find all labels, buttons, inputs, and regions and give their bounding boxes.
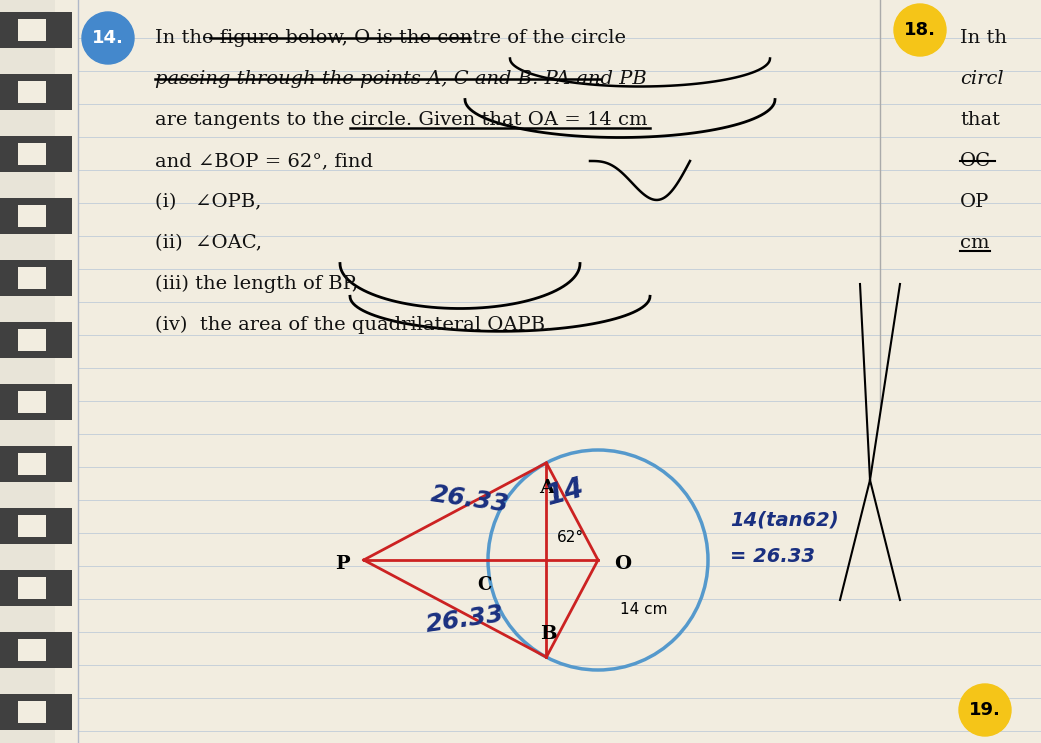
Bar: [18, 329, 46, 351]
Bar: [0, 694, 72, 730]
Text: P: P: [335, 555, 350, 573]
Bar: [0, 198, 72, 234]
Circle shape: [82, 12, 134, 64]
Bar: [0, 322, 72, 358]
Bar: [0, 74, 72, 110]
Text: A: A: [539, 479, 554, 497]
Text: O: O: [614, 555, 631, 573]
Bar: [18, 453, 46, 475]
Text: 26.33: 26.33: [425, 603, 506, 637]
Text: (iv)  the area of the quadrilateral OAPB.: (iv) the area of the quadrilateral OAPB.: [155, 316, 552, 334]
Bar: [18, 143, 46, 165]
Circle shape: [959, 684, 1011, 736]
Text: (i)   ∠OPB,: (i) ∠OPB,: [155, 193, 261, 211]
Text: 14: 14: [542, 473, 587, 510]
Text: In th: In th: [960, 29, 1007, 47]
Text: (ii)  ∠OAC,: (ii) ∠OAC,: [155, 234, 262, 252]
Text: OC: OC: [960, 152, 991, 170]
Text: C: C: [477, 576, 491, 594]
Bar: [18, 19, 46, 41]
Text: are tangents to the circle. Given that OA = 14 cm: are tangents to the circle. Given that O…: [155, 111, 648, 129]
Text: 62°: 62°: [557, 530, 584, 545]
Text: and ∠BOP = 62°, find: and ∠BOP = 62°, find: [155, 152, 373, 170]
Text: OP: OP: [960, 193, 989, 211]
Circle shape: [894, 4, 946, 56]
Bar: [0, 12, 72, 48]
Bar: [0, 508, 72, 544]
Bar: [18, 391, 46, 413]
Text: 14.: 14.: [92, 29, 124, 47]
Bar: [0, 260, 72, 296]
Text: passing through the points A, C and B. PA and PB: passing through the points A, C and B. P…: [155, 70, 646, 88]
Text: 26.33: 26.33: [429, 483, 511, 517]
Text: B: B: [540, 625, 557, 643]
Text: 18.: 18.: [904, 21, 936, 39]
Bar: [0, 570, 72, 606]
Bar: [18, 81, 46, 103]
Text: 14(tan62): 14(tan62): [730, 510, 839, 530]
Bar: [0, 384, 72, 420]
Text: circl: circl: [960, 70, 1004, 88]
Bar: [18, 515, 46, 537]
Bar: [18, 205, 46, 227]
Bar: [18, 701, 46, 723]
Bar: [18, 639, 46, 661]
Text: = 26.33: = 26.33: [730, 547, 815, 565]
Bar: [0, 446, 72, 482]
Text: that: that: [960, 111, 1000, 129]
Text: 14 cm: 14 cm: [620, 603, 667, 617]
Text: (iii) the length of BP,: (iii) the length of BP,: [155, 275, 358, 293]
Text: 19.: 19.: [969, 701, 1001, 719]
Bar: [0, 632, 72, 668]
Bar: [0, 136, 72, 172]
Bar: [18, 577, 46, 599]
Text: cm: cm: [960, 234, 990, 252]
Text: In the figure below, O is the centre of the circle: In the figure below, O is the centre of …: [155, 29, 626, 47]
Bar: [18, 267, 46, 289]
